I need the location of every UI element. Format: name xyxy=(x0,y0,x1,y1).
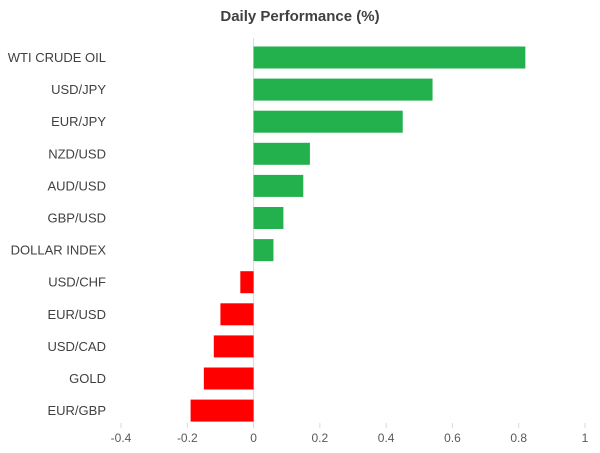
bar-nzd-usd xyxy=(253,142,310,165)
x-tick-label: 0 xyxy=(250,431,257,445)
x-tick-label: 0.8 xyxy=(510,431,527,445)
bar-wti-crude-oil xyxy=(253,46,526,69)
category-label-eur-jpy: EUR/JPY xyxy=(51,114,106,129)
category-label-usd-jpy: USD/JPY xyxy=(51,82,106,97)
category-label-wti-crude-oil: WTI CRUDE OIL xyxy=(8,50,106,65)
x-tick-label: 0.6 xyxy=(444,431,461,445)
label-layer: -0.4 -0.2 0 0.2 0.4 0.6 0.8 1 WTI CRUDE OIL USD/J… xyxy=(8,50,589,445)
bar-usd-cad xyxy=(213,335,254,358)
bar-usd-jpy xyxy=(253,78,433,101)
category-label-usd-chf: USD/CHF xyxy=(48,275,106,290)
bar-eur-gbp xyxy=(190,399,254,422)
bar-gold xyxy=(203,367,254,390)
category-label-usd-cad: USD/CAD xyxy=(47,339,106,354)
category-label-nzd-usd: NZD/USD xyxy=(48,146,106,161)
x-tick-label: 0.4 xyxy=(378,431,395,445)
category-label-eur-gbp: EUR/GBP xyxy=(47,403,106,418)
category-label-aud-usd: AUD/USD xyxy=(47,178,106,193)
x-tick-label: 1 xyxy=(582,431,589,445)
bar-usd-chf xyxy=(240,271,254,294)
bar-eur-usd xyxy=(220,303,254,326)
bar-dollar-index xyxy=(253,239,274,262)
chart-title: Daily Performance (%) xyxy=(220,8,380,25)
category-label-dollar-index: DOLLAR INDEX xyxy=(11,243,107,258)
x-tick-label: -0.4 xyxy=(111,431,132,445)
x-tick-label: -0.2 xyxy=(177,431,198,445)
bar-eur-jpy xyxy=(253,110,403,133)
bar-aud-usd xyxy=(253,174,304,197)
category-label-eur-usd: EUR/USD xyxy=(47,307,106,322)
category-label-gold: GOLD xyxy=(69,371,106,386)
axis-layer xyxy=(120,38,586,428)
category-label-gbp-usd: GBP/USD xyxy=(47,211,106,226)
bar-layer xyxy=(190,46,526,422)
bar-gbp-usd xyxy=(253,207,284,229)
x-tick-label: 0.2 xyxy=(312,431,329,445)
